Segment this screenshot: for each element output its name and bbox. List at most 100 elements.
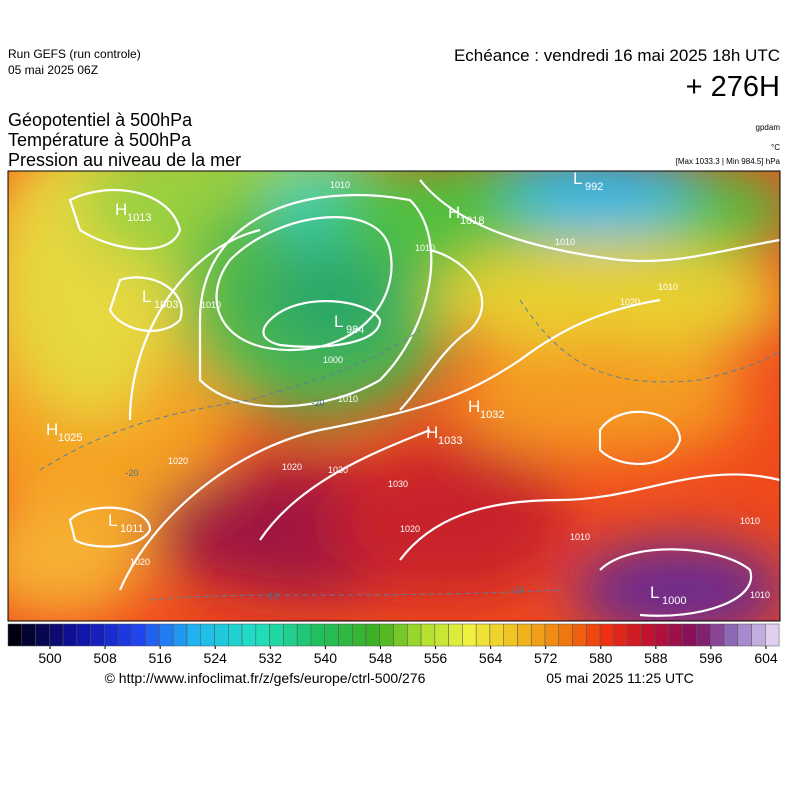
colorbar-swatch xyxy=(214,623,229,647)
colorbar-tick-label: 532 xyxy=(259,650,283,666)
colorbar-swatch xyxy=(448,623,463,647)
colorbar-swatch xyxy=(709,623,725,647)
colorbar-tick-label: 500 xyxy=(38,650,62,666)
colorbar-swatch xyxy=(393,623,408,647)
colorbar-swatch xyxy=(104,623,119,647)
isobar-label: 1010 xyxy=(750,590,770,600)
isobar-label: 1000 xyxy=(323,355,343,365)
center-letter: L xyxy=(650,583,659,602)
center-value: 1011 xyxy=(120,523,144,535)
colorbar-swatch xyxy=(7,623,23,647)
isobar-label: 1020 xyxy=(282,462,302,472)
colorbar-swatch xyxy=(572,623,587,647)
center-letter: H xyxy=(115,200,127,219)
isobar-label: 1020 xyxy=(130,557,150,567)
colorbar-swatch xyxy=(365,623,381,647)
colorbar-swatch xyxy=(489,623,504,647)
colorbar-swatch xyxy=(751,623,766,647)
temperature-label: -20 xyxy=(125,468,138,478)
colorbar-swatch xyxy=(613,623,628,647)
colorbar-swatch xyxy=(269,623,284,647)
colorbar-swatch xyxy=(200,623,215,647)
colorbar-swatch xyxy=(131,623,146,647)
colorbar-swatch xyxy=(241,623,257,647)
colorbar-tick-label: 604 xyxy=(754,650,778,666)
colorbar-swatch xyxy=(599,623,615,647)
colorbar-swatch xyxy=(159,623,174,647)
field-name: Température à 500hPa xyxy=(8,130,192,150)
center-letter: H xyxy=(468,397,480,416)
colorbar-swatch xyxy=(76,623,91,647)
colorbar: 500 508 516 524 532 540 548 556 564 572 580 588 596 6… xyxy=(7,623,780,666)
isobar-label: 1020 xyxy=(620,297,640,307)
isobar-label: 1010 xyxy=(201,300,221,310)
temperature-label: -10 xyxy=(511,585,524,595)
colorbar-swatch xyxy=(737,623,752,647)
colorbar-swatch xyxy=(324,623,339,647)
colorbar-swatch xyxy=(462,623,477,647)
field-name: Géopotentiel à 500hPa xyxy=(8,110,193,130)
issue-date: 05 mai 2025 11:25 UTC xyxy=(546,670,694,686)
colorbar-swatch xyxy=(351,623,367,647)
colorbar-swatch xyxy=(310,623,325,647)
colorbar-swatch xyxy=(765,623,780,647)
colorbar-tick-label: 556 xyxy=(424,650,448,666)
colorbar-swatch xyxy=(228,623,243,647)
colorbar-swatch xyxy=(586,623,601,647)
center-value: 992 xyxy=(585,181,603,193)
colorbar-swatch xyxy=(558,623,573,647)
center-value: 1032 xyxy=(480,409,504,421)
colorbar-swatch xyxy=(530,623,546,647)
center-letter: H xyxy=(448,203,460,222)
colorbar-swatch xyxy=(379,623,394,647)
center-letter: L xyxy=(108,511,117,530)
run-name: Run GEFS (run controle) xyxy=(8,47,141,61)
temperature-label: -10 xyxy=(265,591,278,601)
center-letter: L xyxy=(334,312,343,331)
map-frame xyxy=(7,170,781,622)
colorbar-swatch xyxy=(668,623,683,647)
run-date: 05 mai 2025 06Z xyxy=(8,63,98,77)
isobar-label: 1010 xyxy=(330,180,350,190)
colorbar-swatch xyxy=(255,623,270,647)
colorbar-swatch xyxy=(283,623,298,647)
colorbar-swatch xyxy=(682,623,697,647)
isobar-label: 1010 xyxy=(570,532,590,542)
colorbar-swatch xyxy=(517,623,532,647)
temperature-label: -20 xyxy=(311,398,324,408)
colorbar-swatch xyxy=(21,623,36,647)
echeance: Echéance : vendredi 16 mai 2025 18h UTC xyxy=(454,46,780,65)
colorbar-swatch xyxy=(62,623,78,647)
unit: [Max 1033.3 | Min 984.5] hPa xyxy=(676,157,781,166)
colorbar-swatch xyxy=(338,623,353,647)
center-letter: L xyxy=(573,169,582,188)
colorbar-tick-label: 548 xyxy=(369,650,393,666)
isobar-label: 1010 xyxy=(658,282,678,292)
field-name: Pression au niveau de la mer xyxy=(8,150,241,170)
colorbar-swatch xyxy=(172,623,188,647)
colorbar-tick-label: 516 xyxy=(148,650,172,666)
colorbar-swatch xyxy=(296,623,312,647)
colorbar-swatch xyxy=(90,623,105,647)
colorbar-tick-label: 580 xyxy=(589,650,613,666)
center-value: 1018 xyxy=(460,215,484,227)
isobar-label: 1010 xyxy=(338,394,358,404)
colorbar-swatch xyxy=(49,623,64,647)
colorbar-tick-label: 524 xyxy=(204,650,228,666)
center-letter: H xyxy=(426,423,438,442)
colorbar-swatch xyxy=(723,623,739,647)
isobar-label: 1030 xyxy=(328,465,348,475)
source-url: © http://www.infoclimat.fr/z/gefs/europe… xyxy=(105,670,426,686)
colorbar-tick-label: 540 xyxy=(314,650,338,666)
center-value: 1025 xyxy=(58,432,82,444)
colorbar-tick-label: 572 xyxy=(534,650,558,666)
colorbar-swatch xyxy=(627,623,642,647)
colorbar-tick-label: 508 xyxy=(93,650,117,666)
colorbar-swatch xyxy=(420,623,436,647)
isobar-label: 1010 xyxy=(740,516,760,526)
colorbar-swatch xyxy=(654,623,670,647)
isobar-label: 1030 xyxy=(388,479,408,489)
